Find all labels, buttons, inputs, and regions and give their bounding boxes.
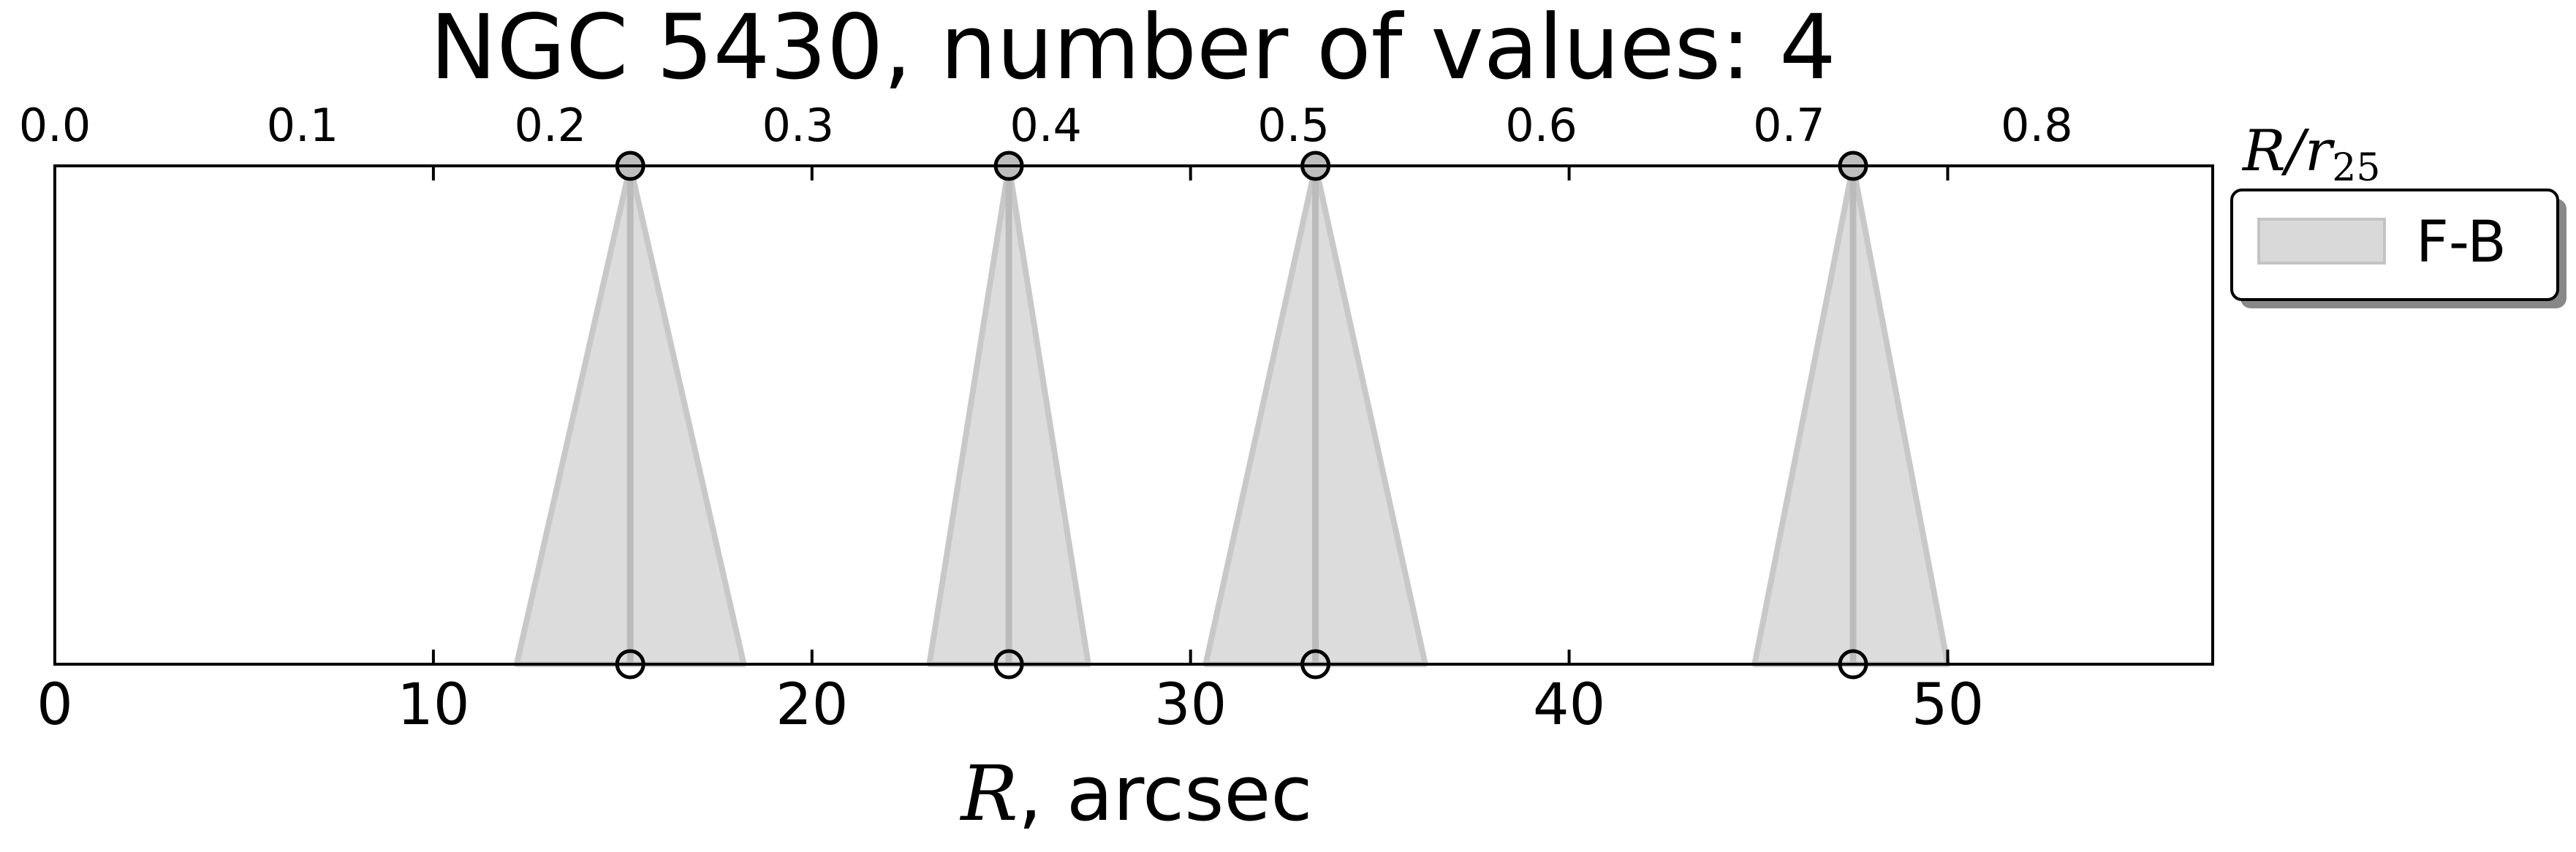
top-tick-label-0.7: 0.7 — [1753, 99, 1825, 152]
legend-swatch — [2257, 218, 2386, 265]
bottom-tick-label-0: 0 — [37, 672, 73, 738]
top-axis-label-sub: 25 — [2332, 146, 2380, 190]
bottom-tick-label-30: 30 — [1154, 672, 1227, 738]
legend: F-B — [2230, 189, 2566, 308]
top-tick-label-0.8: 0.8 — [2001, 99, 2073, 152]
bottom-tick-label-10: 10 — [397, 672, 469, 738]
x-axis-label-var: R — [959, 749, 1018, 838]
top-tick-label-0.6: 0.6 — [1505, 99, 1577, 152]
legend-box — [2230, 189, 2559, 301]
top-tick-label-0.4: 0.4 — [1009, 99, 1082, 152]
top-tick-label-0.5: 0.5 — [1257, 99, 1330, 152]
legend-label-f-b: F-B — [2416, 210, 2507, 275]
plot-frame — [53, 164, 2214, 666]
top-tick-label-0.3: 0.3 — [762, 99, 834, 152]
top-tick-label-0.1: 0.1 — [267, 99, 339, 152]
bottom-tick-label-50: 50 — [1912, 672, 1984, 738]
top-tick-label-0.2: 0.2 — [515, 99, 587, 152]
top-axis-label: R/r25 — [2241, 118, 2380, 190]
top-x-axis: 0.0 0.1 0.2 0.3 0.4 0.5 0.6 0.7 0.8 — [19, 99, 2073, 152]
chart-title: NGC 5430, number of values: 4 — [430, 0, 1836, 99]
bottom-tick-label-20: 20 — [776, 672, 848, 738]
bottom-x-axis: 0 10 20 30 40 50 — [37, 166, 1984, 738]
bottom-tick-label-40: 40 — [1533, 672, 1605, 738]
top-tick-label-0.0: 0.0 — [19, 99, 91, 152]
x-axis-label-unit: , arcsec — [1018, 749, 1313, 838]
plot-area — [53, 151, 2214, 680]
data-marks — [513, 151, 1951, 680]
top-axis-label-main: R/r — [2241, 118, 2336, 184]
x-axis-label: R, arcsec — [959, 749, 1312, 838]
